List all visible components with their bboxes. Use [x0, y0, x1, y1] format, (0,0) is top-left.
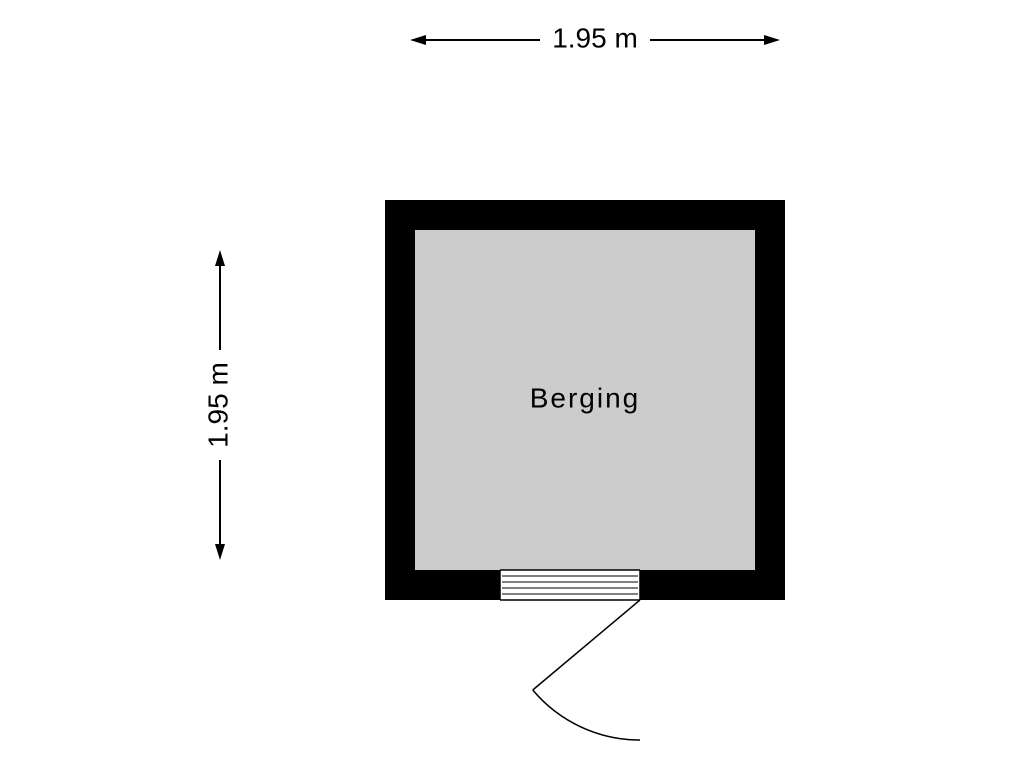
- floorplan-diagram: Berging 1.95 m 1.95 m: [0, 0, 1024, 768]
- room-label: Berging: [530, 382, 641, 413]
- dim-top-label: 1.95 m: [552, 22, 638, 53]
- dim-left-label: 1.95 m: [202, 362, 233, 448]
- door-opening: [500, 570, 640, 600]
